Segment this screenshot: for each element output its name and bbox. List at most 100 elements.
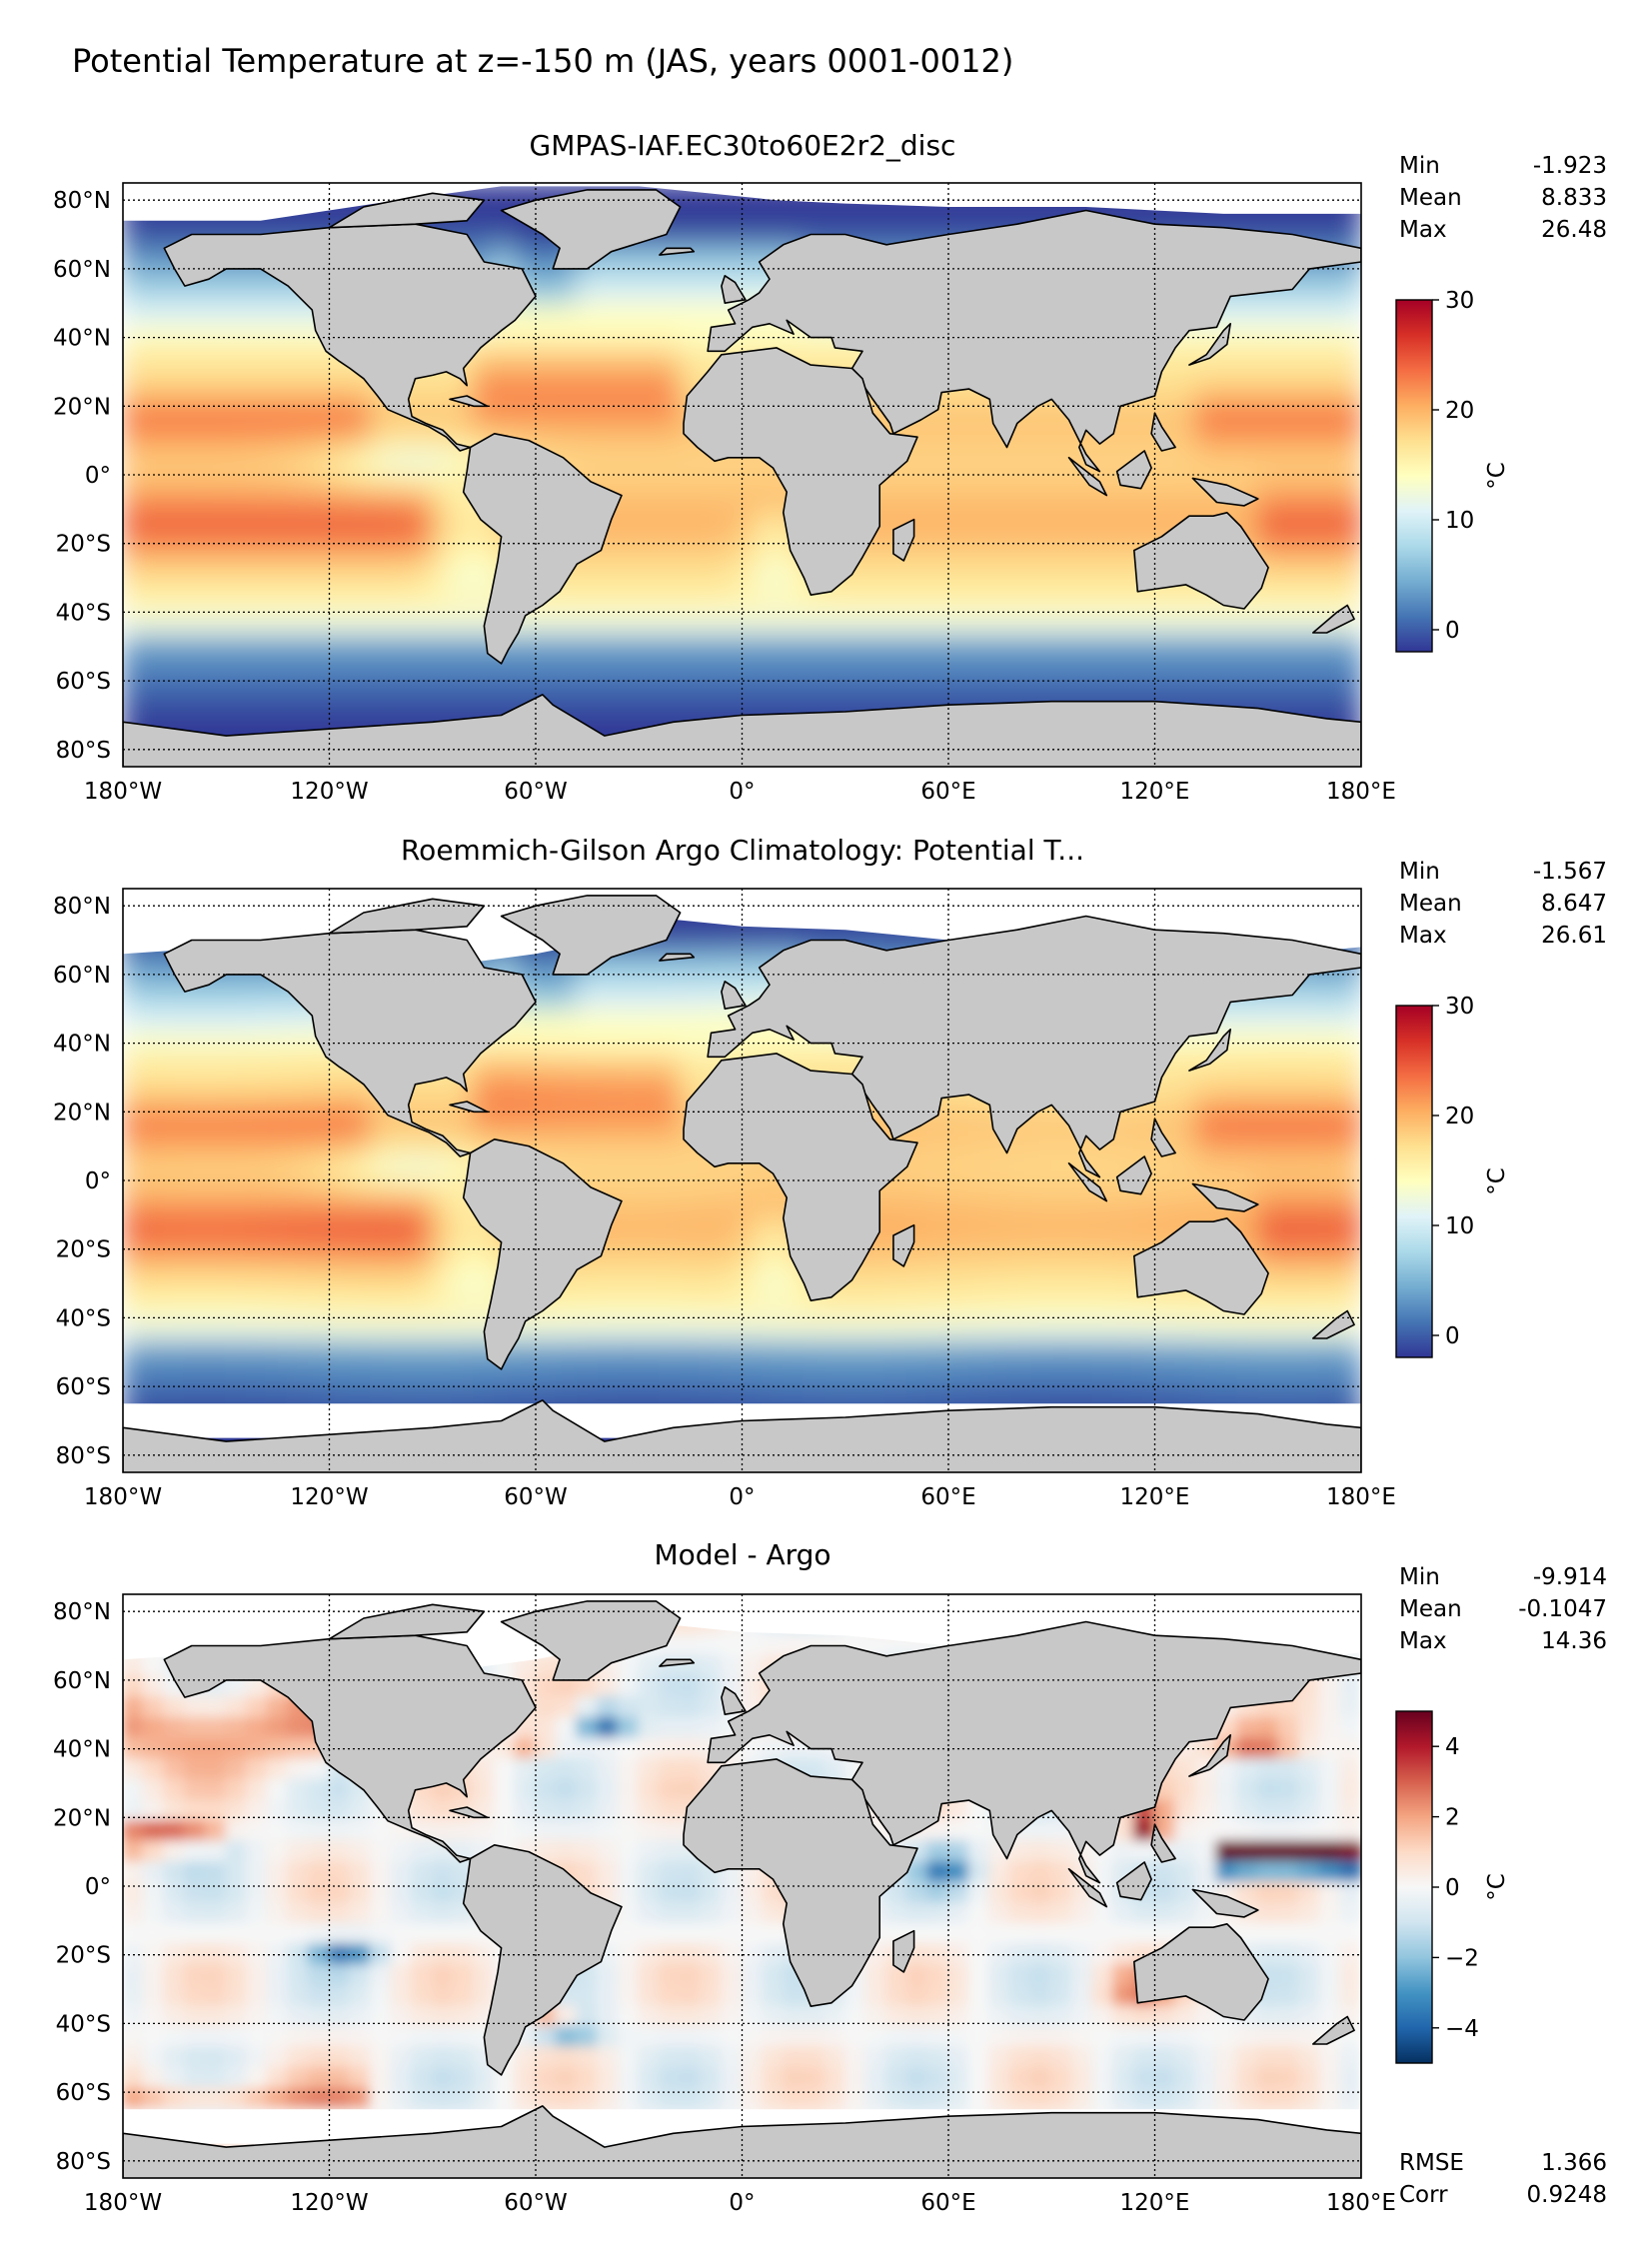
field-cell <box>618 1382 641 1405</box>
field-cell <box>205 1258 228 1281</box>
field-cell <box>184 1799 207 1822</box>
field-cell <box>535 1012 558 1035</box>
field-cell <box>947 1279 970 1302</box>
field-cell <box>329 2026 352 2049</box>
field-cell <box>308 1176 331 1199</box>
field-cell <box>205 1382 228 1405</box>
field-cell <box>1009 1258 1032 1281</box>
field-cell <box>762 1985 785 2008</box>
field-cell <box>680 1012 703 1035</box>
field-cell <box>597 656 620 679</box>
field-cell <box>432 1196 455 1219</box>
field-cell <box>659 677 682 700</box>
field-cell <box>122 1053 145 1076</box>
field-cell <box>1339 1696 1362 1719</box>
field-cell <box>885 1361 908 1384</box>
field-cell <box>267 1840 290 1863</box>
field-cell <box>1154 1299 1177 1322</box>
field-cell <box>721 1217 744 1240</box>
field-cell <box>762 2026 785 2049</box>
field-cell <box>432 512 455 535</box>
field-cell <box>742 1675 765 1698</box>
field-cell <box>1236 656 1259 679</box>
field-cell <box>906 1382 929 1405</box>
field-cell <box>1319 1279 1342 1302</box>
field-cell <box>1277 615 1300 638</box>
field-cell <box>308 409 331 432</box>
field-cell <box>246 1902 269 1925</box>
field-cell <box>1257 1094 1280 1117</box>
field-cell <box>638 970 661 993</box>
field-cell <box>205 306 228 329</box>
field-cell <box>432 1861 455 1884</box>
field-cell <box>988 553 1011 576</box>
field-cell <box>1030 1382 1053 1405</box>
field-cell <box>1277 1964 1300 1987</box>
field-cell <box>411 2046 434 2069</box>
field-cell <box>143 471 166 494</box>
field-cell <box>246 1361 269 1384</box>
field-cell <box>680 677 703 700</box>
field-cell <box>1257 306 1280 329</box>
field-cell <box>576 574 599 597</box>
field-cell <box>163 1758 186 1781</box>
field-cell <box>1195 2026 1218 2049</box>
field-cell <box>1050 594 1073 617</box>
stat-label: Mean <box>1399 891 1462 917</box>
field-cell <box>349 553 372 576</box>
field-cell <box>514 1382 537 1405</box>
field-cell <box>1257 1053 1280 1076</box>
field-cell <box>122 1074 145 1097</box>
field-cell <box>1050 1299 1073 1322</box>
field-cell <box>122 1196 145 1219</box>
field-cell <box>1257 1176 1280 1199</box>
field-cell <box>1050 1176 1073 1199</box>
y-tick-label: 60°S <box>56 669 111 695</box>
field-cell <box>452 1923 475 1946</box>
field-cell <box>122 409 145 432</box>
field-cell <box>680 594 703 617</box>
field-cell <box>122 450 145 473</box>
field-cell <box>1298 1115 1321 1137</box>
field-cell <box>659 615 682 638</box>
field-cell <box>225 1258 248 1281</box>
field-cell <box>700 929 723 952</box>
field-cell <box>968 677 991 700</box>
field-cell <box>308 1799 331 1822</box>
field-cell <box>844 594 867 617</box>
field-cell <box>721 1923 744 1946</box>
field-cell <box>143 1799 166 1822</box>
field-cell <box>267 615 290 638</box>
field-cell <box>659 1799 682 1822</box>
field-cell <box>680 1320 703 1343</box>
field-cell <box>742 2005 765 2028</box>
field-cell <box>597 1820 620 1843</box>
field-cell <box>700 1340 723 1363</box>
field-cell <box>947 1861 970 1884</box>
field-cell <box>1009 1279 1032 1302</box>
field-cell <box>267 1985 290 2008</box>
field-cell <box>597 1155 620 1178</box>
field-cell <box>225 368 248 391</box>
field-cell <box>329 1799 352 1822</box>
field-cell <box>1009 1923 1032 1946</box>
field-cell <box>576 1696 599 1719</box>
field-cell <box>659 2046 682 2069</box>
field-cell <box>1257 409 1280 432</box>
field-cell <box>184 1155 207 1178</box>
field-cell <box>1319 347 1342 370</box>
field-cell <box>205 553 228 576</box>
field-cell <box>721 1340 744 1363</box>
field-cell <box>1195 1799 1218 1822</box>
field-cell <box>329 1115 352 1137</box>
field-cell <box>762 1299 785 1322</box>
field-cell <box>349 1217 372 1240</box>
field-cell <box>163 409 186 432</box>
field-cell <box>968 1134 991 1157</box>
field-cell <box>349 2005 372 2028</box>
field-cell <box>638 1217 661 1240</box>
field-cell <box>1174 1882 1197 1905</box>
field-cell <box>184 553 207 576</box>
field-cell <box>1277 1155 1300 1178</box>
field-cell <box>452 1217 475 1240</box>
